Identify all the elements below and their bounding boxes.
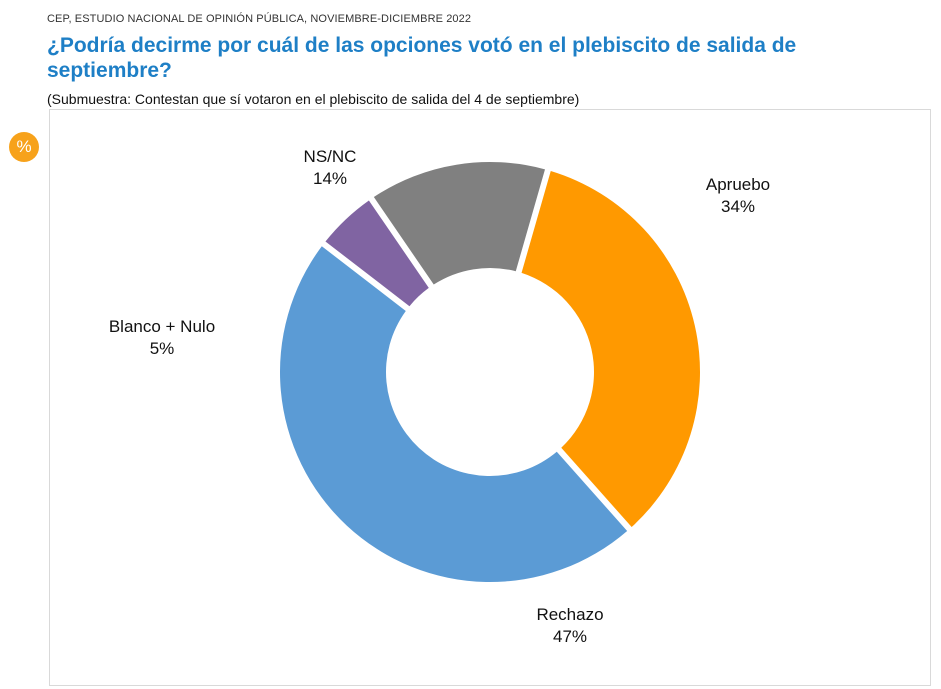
donut-chart: Apruebo 34% Rechazo 47% Blanco + Nulo 5% NS/NC… [109,147,770,646]
slice-category-label: Blanco + Nulo [109,317,215,336]
subtitle: (Submuestra: Contestan que sí votaron en… [47,91,580,107]
percent-icon: % [9,132,39,162]
slice-value-label: 34% [721,197,755,216]
slice-category-label: NS/NC [304,147,357,166]
slice-rechazo [280,246,628,582]
page-title: ¿Podría decirme por cuál de las opciones… [47,34,797,82]
slice-value-label: 14% [313,169,347,188]
slice-category-label: Rechazo [536,605,603,624]
source-line: CEP, ESTUDIO NACIONAL DE OPINIÓN PÚBLICA… [47,13,472,25]
slice-ns-nc [373,162,545,285]
slice-blanco-nulo [325,200,429,307]
slice-value-label: 5% [150,339,175,358]
slice-value-label: 47% [553,627,587,646]
slice-category-label: Apruebo [706,175,770,194]
chart-frame: Apruebo 34% Rechazo 47% Blanco + Nulo 5% NS/NC… [49,109,931,686]
slice-apruebo [521,170,701,528]
